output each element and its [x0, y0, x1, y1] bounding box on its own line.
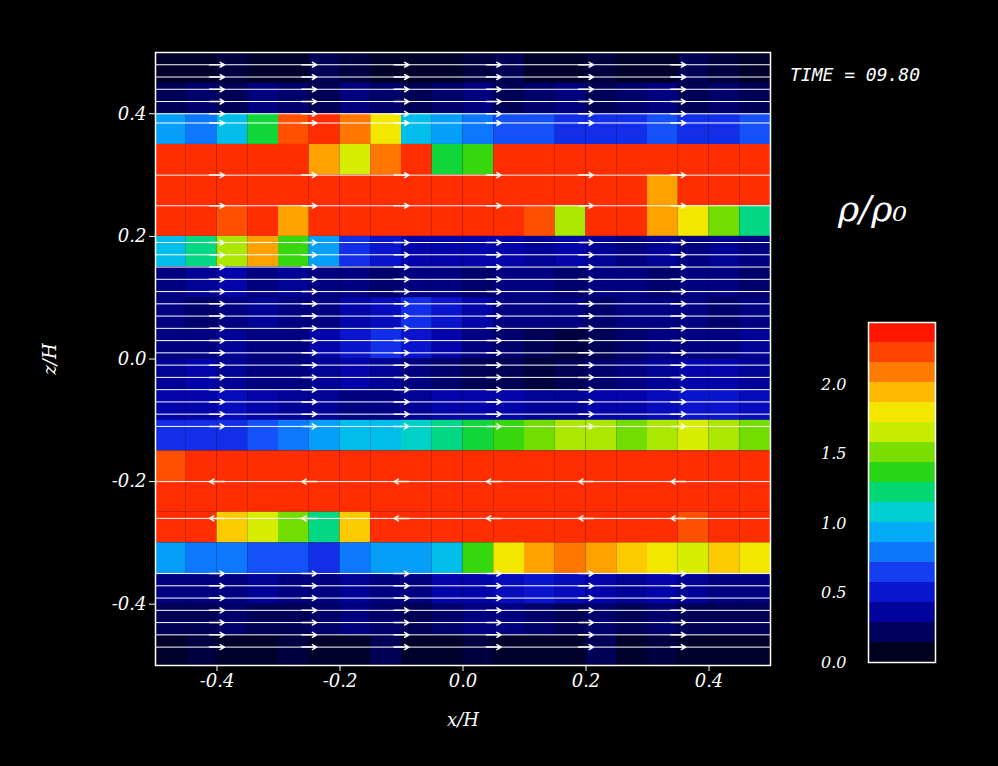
- html-text:ρ/ρ₀: ρ/ρ₀: [838, 188, 907, 229]
- svg-text:0.0: 0.0: [118, 348, 147, 369]
- svg-text:0.2: 0.2: [572, 670, 601, 691]
- svg-text:-0.2: -0.2: [323, 670, 358, 691]
- svg-text:1.0: 1.0: [821, 514, 846, 533]
- svg-text:0.2: 0.2: [118, 225, 147, 246]
- svg-text:0.4: 0.4: [695, 670, 724, 691]
- svg-text:2.0: 2.0: [820, 375, 846, 394]
- svg-text:1.5: 1.5: [821, 444, 846, 463]
- html-text:TIME = 09.80: TIME = 09.80: [790, 64, 920, 85]
- svg-text:0.0: 0.0: [449, 670, 478, 691]
- svg-text:-0.2: -0.2: [112, 470, 147, 491]
- svg-text:z/H: z/H: [39, 343, 60, 376]
- svg-text:-0.4: -0.4: [112, 593, 147, 614]
- svg-text:0.0: 0.0: [821, 653, 846, 672]
- svg-text:0.4: 0.4: [118, 103, 147, 124]
- svg-text:0.5: 0.5: [821, 583, 846, 602]
- svg-text:-0.4: -0.4: [200, 670, 235, 691]
- svg-text:x/H: x/H: [447, 709, 479, 730]
